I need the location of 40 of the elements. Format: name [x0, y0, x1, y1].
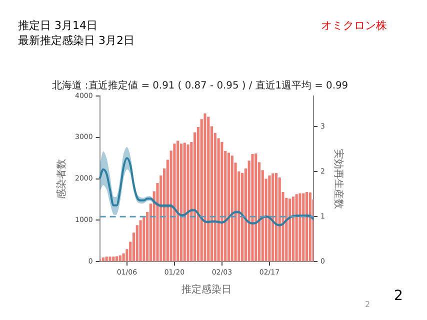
text: 2 [365, 300, 370, 309]
bar [122, 253, 125, 262]
bar [254, 154, 258, 262]
bar [183, 142, 186, 262]
bar [207, 116, 210, 262]
bar [272, 173, 274, 262]
bar [204, 113, 206, 262]
bar [230, 156, 234, 262]
text: 最新推定感染日 3月2日 [18, 33, 134, 48]
bar [142, 216, 146, 262]
text: 推定日 3月14日 [18, 18, 98, 33]
bar [116, 256, 118, 262]
bar [305, 192, 308, 262]
y2-axis-title: 実効再生産数 [332, 148, 344, 209]
bar [251, 154, 254, 262]
bar [274, 173, 278, 262]
bar [180, 144, 183, 262]
bar [295, 194, 298, 262]
bar [268, 175, 271, 262]
text: 2 [394, 288, 403, 304]
text: オミクロン株 [321, 18, 387, 33]
bar [102, 257, 104, 262]
bar [108, 256, 112, 262]
y-axis-title: 感染者数 [56, 158, 68, 199]
bar [288, 198, 292, 262]
bar [176, 140, 180, 262]
chart-title: 北海道 :直近推定値 = 0.91 ( 0.87 - 0.95 ) / 直近1週平均 = 0.99 [52, 80, 348, 92]
bar [173, 144, 176, 262]
x-axis-title: 推定感染日 [182, 284, 232, 296]
bar [112, 256, 115, 262]
bar [302, 193, 305, 262]
bar [186, 144, 190, 262]
bar [227, 152, 230, 262]
bar [298, 193, 302, 262]
bar [139, 220, 142, 262]
bar [308, 192, 312, 262]
bar [292, 196, 294, 262]
bar [105, 256, 108, 262]
bar [118, 255, 122, 262]
bar [220, 142, 224, 262]
